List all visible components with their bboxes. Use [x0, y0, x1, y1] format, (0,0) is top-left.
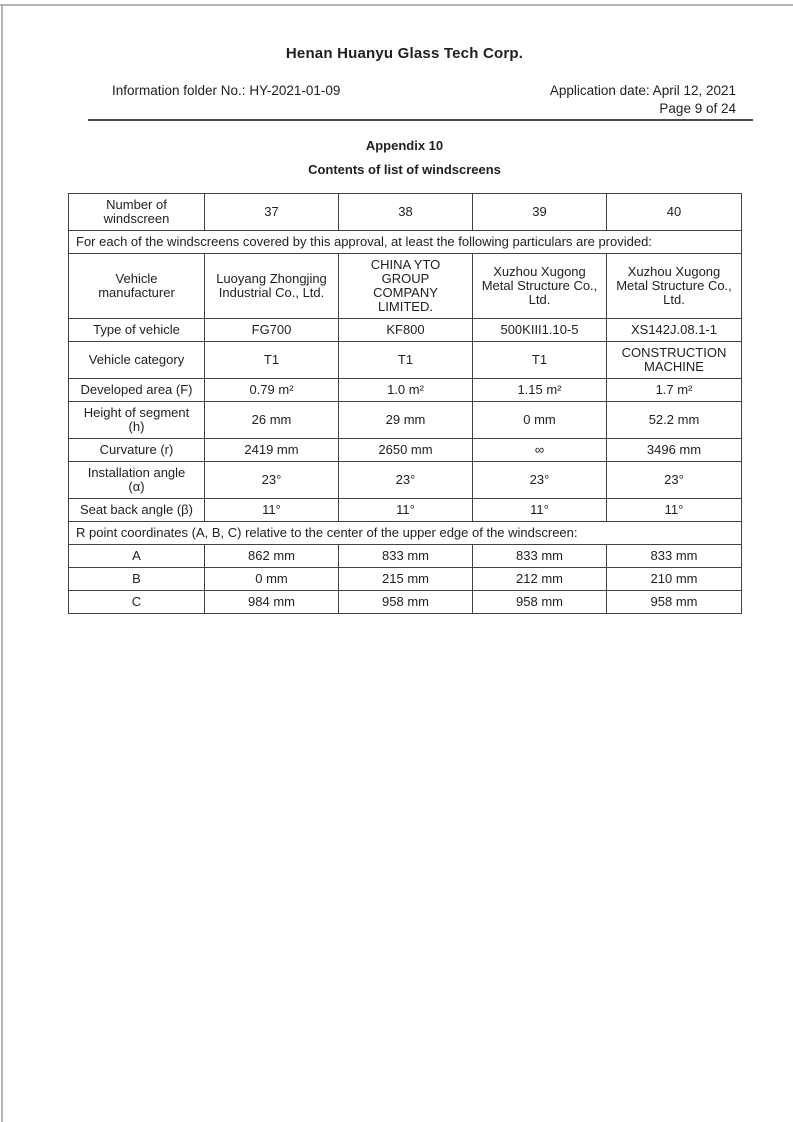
row-height-of-segment: Height of segment (h) 26 mm 29 mm 0 mm 5… — [68, 401, 742, 439]
row-label-curvature: Curvature (r) — [68, 438, 205, 462]
contents-subtitle: Contents of list of windscreens — [308, 162, 501, 177]
cell-coordinate-b-2: 215 mm — [338, 567, 473, 591]
appendix-title: Appendix 10 — [365, 138, 444, 153]
row-coordinate-a: A 862 mm 833 mm 833 mm 833 mm — [68, 544, 742, 568]
page-edge-left — [1, 4, 3, 1122]
r-point-note: R point coordinates (A, B, C) relative t… — [68, 521, 742, 545]
cell-coordinate-c-4: 958 mm — [606, 590, 742, 614]
row-label-seat-back-angle: Seat back angle (β) — [68, 498, 205, 522]
cell-installation-angle-4: 23° — [606, 461, 742, 499]
row-label-coordinate-a: A — [68, 544, 205, 568]
cell-developed-area-4: 1.7 m² — [606, 378, 742, 402]
cell-coordinate-a-2: 833 mm — [338, 544, 473, 568]
cell-coordinate-a-1: 862 mm — [204, 544, 339, 568]
cell-windscreen-number-2: 38 — [338, 193, 473, 231]
cell-vehicle-type-4: XS142J.08.1-1 — [606, 318, 742, 342]
cell-coordinate-c-1: 984 mm — [204, 590, 339, 614]
cell-seat-back-angle-4: 11° — [606, 498, 742, 522]
cell-category-2: T1 — [338, 341, 473, 379]
row-label-vehicle-manufacturer: Vehicle manufacturer — [68, 253, 205, 319]
row-label-type-of-vehicle: Type of vehicle — [68, 318, 205, 342]
row-label-coordinate-b: B — [68, 567, 205, 591]
cell-vehicle-type-2: KF800 — [338, 318, 473, 342]
cell-curvature-2: 2650 mm — [338, 438, 473, 462]
row-number-of-windscreen: Number of windscreen 37 38 39 40 — [68, 193, 742, 231]
cell-installation-angle-2: 23° — [338, 461, 473, 499]
windscreen-table: Number of windscreen 37 38 39 40 For eac… — [68, 193, 742, 614]
cell-category-1: T1 — [204, 341, 339, 379]
row-installation-angle: Installation angle (α) 23° 23° 23° 23° — [68, 461, 742, 499]
cell-manufacturer-2: CHINA YTO GROUP COMPANY LIMITED. — [338, 253, 473, 319]
cell-coordinate-c-3: 958 mm — [472, 590, 607, 614]
cell-vehicle-type-1: FG700 — [204, 318, 339, 342]
cell-category-4: CONSTRUCTION MACHINE — [606, 341, 742, 379]
page-number: Page 9 of 24 — [659, 100, 736, 116]
row-developed-area: Developed area (F) 0.79 m² 1.0 m² 1.15 m… — [68, 378, 742, 402]
cell-manufacturer-3: Xuzhou Xugong Metal Structure Co., Ltd. — [472, 253, 607, 319]
page-edge-top — [0, 4, 793, 6]
row-r-point-note: R point coordinates (A, B, C) relative t… — [68, 521, 742, 545]
row-label-coordinate-c: C — [68, 590, 205, 614]
cell-seat-back-angle-2: 11° — [338, 498, 473, 522]
row-vehicle-category: Vehicle category T1 T1 T1 CONSTRUCTION M… — [68, 341, 742, 379]
cell-coordinate-b-1: 0 mm — [204, 567, 339, 591]
cell-coordinate-a-4: 833 mm — [606, 544, 742, 568]
cell-seat-back-angle-3: 11° — [472, 498, 607, 522]
intro-note: For each of the windscreens covered by t… — [68, 230, 742, 254]
cell-coordinate-b-3: 212 mm — [472, 567, 607, 591]
header-divider — [88, 119, 753, 121]
cell-windscreen-number-1: 37 — [204, 193, 339, 231]
row-vehicle-manufacturer: Vehicle manufacturer Luoyang Zhongjing I… — [68, 253, 742, 319]
document-info-row: Information folder No.: HY-2021-01-09 Ap… — [112, 82, 736, 117]
row-label-developed-area: Developed area (F) — [68, 378, 205, 402]
row-label-height-of-segment: Height of segment (h) — [68, 401, 205, 439]
cell-coordinate-b-4: 210 mm — [606, 567, 742, 591]
row-type-of-vehicle: Type of vehicle FG700 KF800 500KIII1.10-… — [68, 318, 742, 342]
row-label-vehicle-category: Vehicle category — [68, 341, 205, 379]
cell-coordinate-a-3: 833 mm — [472, 544, 607, 568]
cell-curvature-4: 3496 mm — [606, 438, 742, 462]
cell-curvature-1: 2419 mm — [204, 438, 339, 462]
cell-seat-back-angle-1: 11° — [204, 498, 339, 522]
row-coordinate-b: B 0 mm 215 mm 212 mm 210 mm — [68, 567, 742, 591]
row-coordinate-c: C 984 mm 958 mm 958 mm 958 mm — [68, 590, 742, 614]
cell-developed-area-2: 1.0 m² — [338, 378, 473, 402]
cell-segment-height-2: 29 mm — [338, 401, 473, 439]
cell-developed-area-3: 1.15 m² — [472, 378, 607, 402]
info-right-block: Application date: April 12, 2021 Page 9 … — [550, 82, 736, 117]
cell-segment-height-4: 52.2 mm — [606, 401, 742, 439]
cell-installation-angle-1: 23° — [204, 461, 339, 499]
company-title: Henan Huanyu Glass Tech Corp. — [285, 45, 524, 62]
cell-curvature-3: ∞ — [472, 438, 607, 462]
row-label-installation-angle: Installation angle (α) — [68, 461, 205, 499]
page-content: Henan Huanyu Glass Tech Corp. Informatio… — [68, 45, 753, 614]
cell-windscreen-number-3: 39 — [472, 193, 607, 231]
cell-segment-height-3: 0 mm — [472, 401, 607, 439]
row-label-number-of-windscreen: Number of windscreen — [68, 193, 205, 231]
cell-segment-height-1: 26 mm — [204, 401, 339, 439]
info-folder-number: Information folder No.: HY-2021-01-09 — [112, 83, 341, 98]
cell-vehicle-type-3: 500KIII1.10-5 — [472, 318, 607, 342]
row-intro-note: For each of the windscreens covered by t… — [68, 230, 742, 254]
application-date: Application date: April 12, 2021 — [549, 83, 736, 98]
cell-coordinate-c-2: 958 mm — [338, 590, 473, 614]
cell-installation-angle-3: 23° — [472, 461, 607, 499]
row-seat-back-angle: Seat back angle (β) 11° 11° 11° 11° — [68, 498, 742, 522]
cell-developed-area-1: 0.79 m² — [204, 378, 339, 402]
cell-windscreen-number-4: 40 — [606, 193, 742, 231]
cell-manufacturer-4: Xuzhou Xugong Metal Structure Co., Ltd. — [606, 253, 742, 319]
cell-category-3: T1 — [472, 341, 607, 379]
row-curvature: Curvature (r) 2419 mm 2650 mm ∞ 3496 mm — [68, 438, 742, 462]
cell-manufacturer-1: Luoyang Zhongjing Industrial Co., Ltd. — [204, 253, 339, 319]
